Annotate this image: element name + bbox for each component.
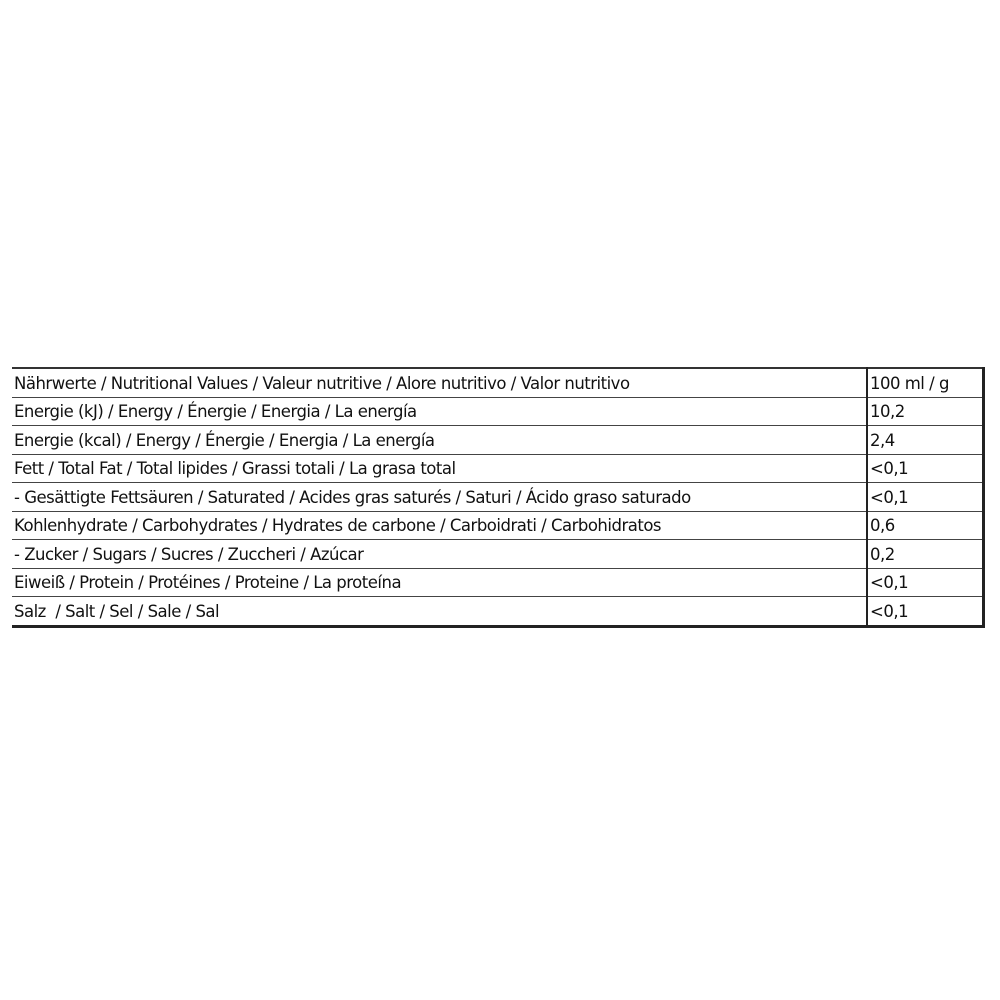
nutrition-table: Nährwerte / Nutritional Values / Valeur …	[12, 367, 985, 628]
nutrient-label: - Gesättigte Fettsäuren / Saturated / Ac…	[12, 482, 867, 512]
nutrient-value: <0,1	[866, 568, 984, 597]
table-row: - Gesättigte Fettsäuren / Saturated / Ac…	[12, 482, 984, 512]
table-row: Fett / Total Fat / Total lipides / Grass…	[12, 454, 984, 483]
nutrient-value: <0,1	[866, 454, 984, 483]
table-row: Energie (kcal) / Energy / Énergie / Ener…	[12, 425, 984, 455]
nutrient-value: <0,1	[866, 596, 984, 627]
table-row: Eiweiß / Protein / Protéines / Proteine …	[12, 568, 984, 597]
nutrient-label: Nährwerte / Nutritional Values / Valeur …	[12, 368, 867, 398]
nutrient-label: Eiweiß / Protein / Protéines / Proteine …	[12, 568, 867, 597]
table-row: Kohlenhydrate / Carbohydrates / Hydrates…	[12, 511, 984, 540]
table-row: Salz / Salt / Sel / Sale / Sal <0,1	[12, 596, 984, 627]
header-row: Nährwerte / Nutritional Values / Valeur …	[12, 368, 984, 398]
nutrient-value: 10,2	[866, 397, 984, 426]
nutrient-label: Kohlenhydrate / Carbohydrates / Hydrates…	[12, 511, 867, 540]
nutrient-label: Salz / Salt / Sel / Sale / Sal	[12, 596, 867, 627]
nutrient-label: Energie (kcal) / Energy / Énergie / Ener…	[12, 425, 867, 455]
nutrient-value: <0,1	[866, 482, 984, 512]
nutrient-label: Fett / Total Fat / Total lipides / Grass…	[12, 454, 867, 483]
nutrient-value: 0,2	[866, 539, 984, 569]
table-row: - Zucker / Sugars / Sucres / Zuccheri / …	[12, 539, 984, 569]
nutrient-value: 100 ml / g	[866, 368, 984, 398]
table-row: Energie (kJ) / Energy / Énergie / Energi…	[12, 397, 984, 426]
nutrient-label: - Zucker / Sugars / Sucres / Zuccheri / …	[12, 539, 867, 569]
nutrient-value: 0,6	[866, 511, 984, 540]
nutrient-label: Energie (kJ) / Energy / Énergie / Energi…	[12, 397, 867, 426]
nutrient-value: 2,4	[866, 425, 984, 455]
